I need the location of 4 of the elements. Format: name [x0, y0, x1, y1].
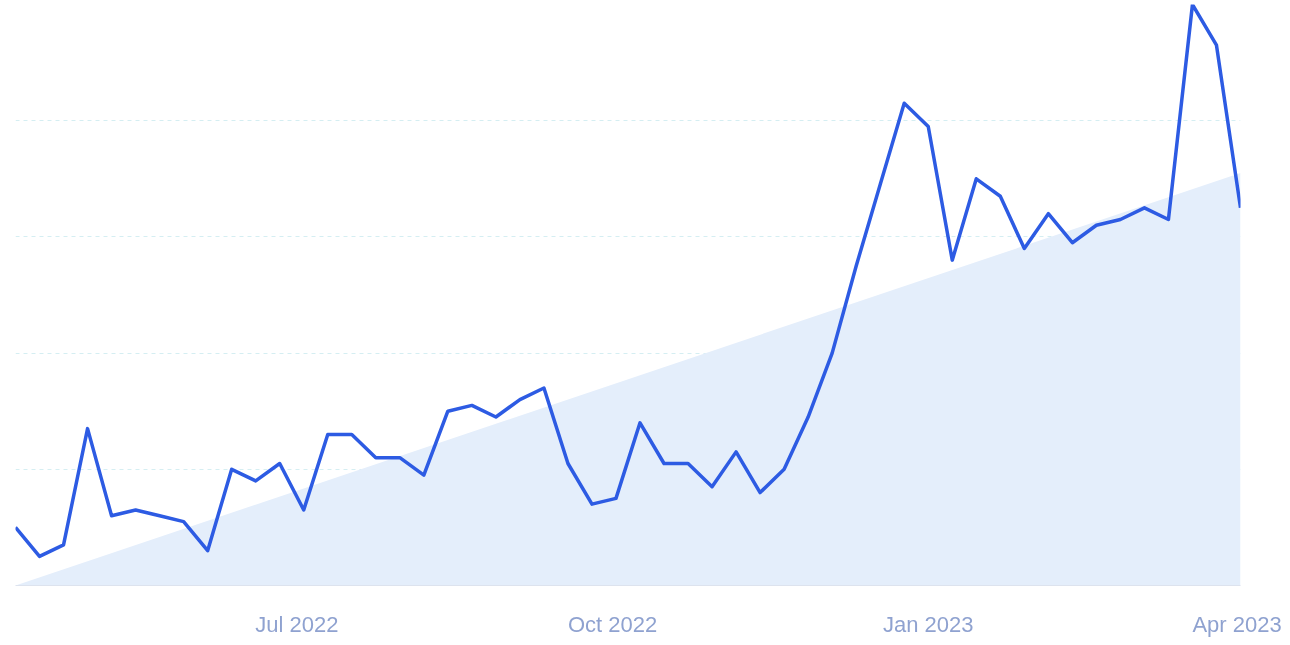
x-tick-label: Jul 2022 [255, 611, 339, 637]
x-tick-label: Oct 2022 [567, 611, 658, 637]
x-tick-label: Jan 2023 [882, 611, 974, 637]
x-tick-label: Apr 2023 [1192, 611, 1282, 637]
